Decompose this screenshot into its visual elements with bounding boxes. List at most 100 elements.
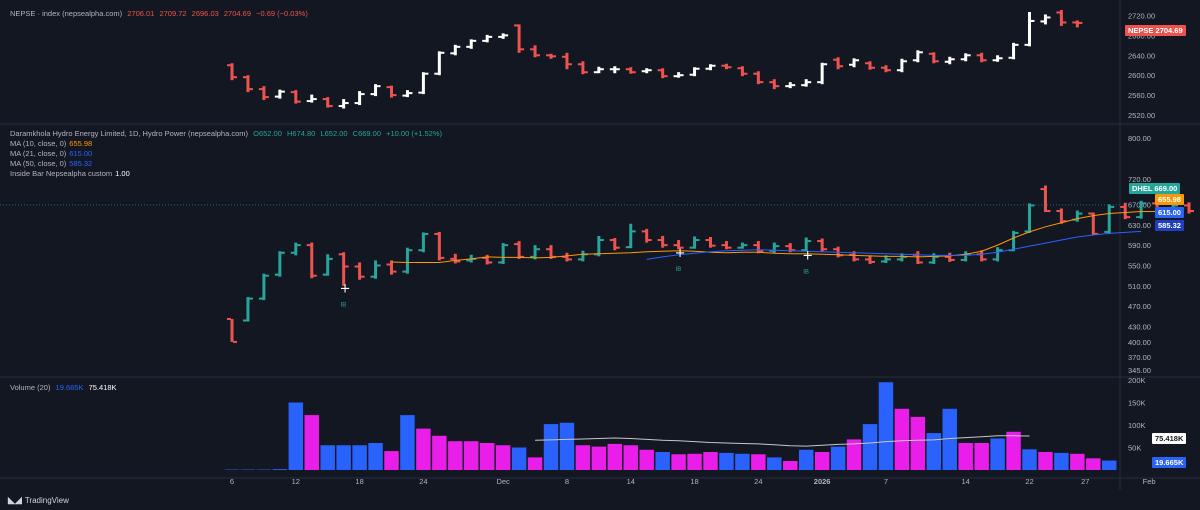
dhel-close-tick <box>775 245 780 248</box>
volume-bar <box>1006 431 1021 470</box>
inside-bar-label: IB <box>676 267 682 273</box>
stock-open: O652.00 <box>253 129 282 138</box>
nepse-ohlc-bar <box>1059 9 1063 26</box>
volume-bar <box>846 439 862 470</box>
nepse-open-tick <box>817 81 822 84</box>
nepse-ohlc-bar <box>980 52 984 63</box>
nepse-close-tick <box>1062 21 1067 24</box>
dhel-ohlc-bar <box>1043 185 1047 213</box>
dhel-close-tick <box>759 250 764 253</box>
volume-v1: 19.665K <box>55 383 84 392</box>
nepse-tag-value: 2704.69 <box>1155 26 1183 35</box>
nepse-close-tick <box>280 90 285 93</box>
nepse-ohlc-bar <box>390 85 393 98</box>
dhel-open-tick <box>721 244 726 247</box>
dhel-close-tick <box>233 340 237 343</box>
nepse-open-tick <box>976 54 981 57</box>
dhel-open-tick <box>673 244 678 247</box>
dhel-ohlc-bar <box>677 240 681 250</box>
time-axis-label: 18 <box>690 477 698 486</box>
dhel-close-tick <box>631 230 636 233</box>
dhel-close-tick <box>392 270 397 273</box>
nepse-open-tick <box>896 69 901 72</box>
dhel-close-tick <box>998 249 1003 252</box>
volume-bar <box>400 415 415 470</box>
volume-bar <box>1070 453 1085 470</box>
dhel-open-tick <box>833 248 838 251</box>
nepse-ohlc-bar <box>868 61 872 70</box>
dhel-open-tick <box>1104 230 1109 233</box>
dhel-y-tick-label: 345.00 <box>1128 366 1151 375</box>
dhel-ohlc-bar <box>374 260 378 279</box>
dhel-open-tick <box>609 239 614 242</box>
nepse-ohlc-bar <box>230 63 234 81</box>
dhel-ohlc-bar <box>1123 202 1127 220</box>
nepse-ohlc-bar <box>358 91 362 106</box>
dhel-open-tick <box>306 244 311 247</box>
time-axis-label: 6 <box>230 477 234 486</box>
dhel-close-tick <box>1094 232 1099 235</box>
nepse-ohlc-bar <box>342 99 346 109</box>
nepse-close-tick <box>839 65 844 68</box>
volume-ma-line <box>535 435 1030 447</box>
dhel-open-tick <box>625 246 630 249</box>
volume-bar <box>990 438 1005 470</box>
volume-bar <box>687 453 702 470</box>
dhel-open-tick <box>482 256 487 259</box>
volume-bar <box>703 452 718 470</box>
nepse-close-tick <box>886 69 891 72</box>
dhel-ohlc-bar <box>294 242 298 256</box>
volume-bar <box>416 428 431 470</box>
volume-bar <box>639 449 654 470</box>
tradingview-logo-icon: ◣◢ <box>8 495 22 505</box>
dhel-close-tick <box>1142 202 1147 205</box>
dhel-open-tick <box>434 232 439 235</box>
dhel-ohlc-bar <box>820 238 824 252</box>
nepse-y-tick-label: 2600.00 <box>1128 71 1155 80</box>
tradingview-footer[interactable]: ◣◢ TradingView <box>8 495 69 506</box>
ib-value: 1.00 <box>115 169 130 178</box>
nepse-close-tick <box>663 75 668 78</box>
dhel-y-tick-label: 800.00 <box>1128 134 1151 143</box>
volume-bar <box>495 445 511 470</box>
nepse-open-tick <box>1040 20 1045 23</box>
nepse-close-tick <box>743 72 748 75</box>
dhel-open-tick <box>944 255 949 258</box>
nepse-open-tick <box>577 63 582 66</box>
nepse-change: −0.69 (−0.03%) <box>256 9 308 18</box>
nepse-low: 2696.03 <box>191 9 219 18</box>
volume-y-tick-label: 100K <box>1128 421 1146 430</box>
dhel-ohlc-bar <box>246 297 250 322</box>
dhel-open-tick <box>1040 188 1045 191</box>
volume-bar <box>575 445 591 470</box>
volume-bar <box>623 445 638 470</box>
nepse-open-tick <box>482 39 487 42</box>
nepse-open-tick <box>944 60 949 63</box>
volume-bar <box>655 452 670 470</box>
nepse-open-tick <box>227 64 231 67</box>
dhel-ohlc-bar <box>613 238 617 251</box>
inside-bar-label: IB <box>803 269 809 275</box>
nepse-ohlc-bar <box>661 68 665 79</box>
dhel-close-tick <box>408 249 413 252</box>
dhel-y-tick-label: 590.00 <box>1128 241 1151 250</box>
dhel-ohlc-bar <box>342 252 346 286</box>
volume-bar <box>1054 452 1069 470</box>
volume-bar <box>448 441 463 470</box>
volume-bar <box>798 449 814 470</box>
nepse-open-tick <box>1056 11 1061 14</box>
dhel-open-tick <box>960 258 965 261</box>
nepse-ohlc-bar <box>278 89 282 99</box>
nepse-ohlc-bar <box>836 57 840 70</box>
nepse-legend: NEPSE · index (nepsealpha.com) 2706.01 2… <box>10 9 311 19</box>
nepse-ohlc-bar <box>1043 14 1047 25</box>
nepse-close-tick <box>536 54 541 57</box>
nepse-close-tick <box>902 60 907 63</box>
dhel-open-tick <box>880 260 885 263</box>
volume-legend: Volume (20) 19.665K 75.418K <box>10 383 120 393</box>
ma50-value: 585.32 <box>69 159 93 168</box>
dhel-close-tick <box>743 244 748 247</box>
dhel-close-tick <box>711 244 716 247</box>
dhel-ohlc-bar <box>581 250 585 262</box>
